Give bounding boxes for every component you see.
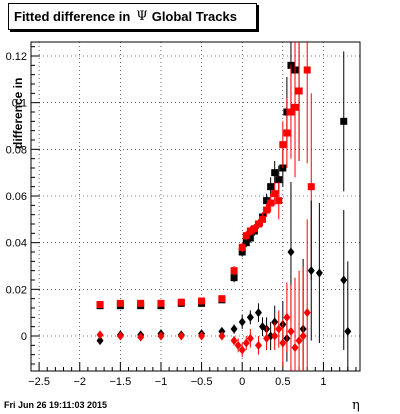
data-point <box>263 333 271 343</box>
series-1 <box>96 42 315 308</box>
data-point <box>242 239 250 247</box>
data-point <box>279 141 287 149</box>
y-tick-label: 0 <box>21 331 27 343</box>
data-point <box>295 336 303 346</box>
data-point <box>259 215 267 223</box>
x-tick-label: −0.5 <box>191 376 213 388</box>
y-axis-label: difference in <box>11 78 25 149</box>
data-point <box>344 326 352 336</box>
x-tick-label: −1.5 <box>109 376 131 388</box>
data-point <box>177 331 185 341</box>
data-point <box>198 331 206 341</box>
data-point <box>291 103 299 111</box>
data-point <box>303 66 311 74</box>
data-point <box>254 220 262 228</box>
chart-title: Fitted difference in Ψ Global Tracks <box>8 3 257 30</box>
data-point <box>157 299 165 307</box>
data-point <box>287 108 295 116</box>
data-point <box>234 340 242 350</box>
data-point <box>340 275 348 285</box>
plot-frame <box>30 41 361 372</box>
x-tick-label: 1 <box>320 376 326 388</box>
data-point <box>275 176 283 184</box>
data-point <box>340 117 348 125</box>
data-point <box>263 197 271 205</box>
data-point <box>271 169 279 177</box>
data-point <box>291 343 299 353</box>
data-point <box>287 247 295 257</box>
data-point <box>279 338 287 348</box>
data-point <box>157 331 165 341</box>
x-tick-label: 0 <box>239 376 245 388</box>
data-point <box>263 206 271 214</box>
title-symbol: Ψ <box>136 9 148 24</box>
data-point <box>96 301 104 308</box>
data-point <box>246 312 254 322</box>
data-point <box>177 298 185 306</box>
data-point <box>299 331 307 341</box>
grid <box>31 42 360 371</box>
data-point <box>271 331 279 341</box>
data-point <box>275 197 283 205</box>
data-point <box>137 299 145 307</box>
data-point <box>267 183 275 191</box>
y-tick-label: 0.02 <box>6 284 27 296</box>
data-point <box>283 312 291 322</box>
data-point <box>238 345 246 355</box>
data-point <box>307 266 315 276</box>
data-point <box>230 324 238 334</box>
y-tick-label: 0.04 <box>6 238 27 250</box>
y-tick-label: 0.12 <box>6 51 27 63</box>
data-point <box>96 330 104 340</box>
data-point <box>246 234 254 242</box>
data-point <box>242 232 250 240</box>
data-point <box>198 297 206 305</box>
x-tick-label: −2.5 <box>28 376 50 388</box>
title-suffix: Global Tracks <box>151 9 237 24</box>
data-point <box>303 308 311 318</box>
data-point <box>218 295 226 303</box>
data-point <box>307 183 315 191</box>
data-point <box>238 317 246 327</box>
data-point <box>96 336 104 346</box>
data-point <box>250 225 258 233</box>
data-point <box>287 326 295 336</box>
data-marks <box>96 42 352 371</box>
data-point <box>242 338 250 348</box>
data-point <box>287 61 295 69</box>
series-3 <box>96 219 311 371</box>
y-tick-label: 0.06 <box>6 191 27 203</box>
axis-ticks: −2.5 −2 −1.5 −1 −0.5 0 0.5 1 0 0.02 0.04 0.06 0.08 0.… <box>6 46 357 388</box>
x-tick-label: −2 <box>73 376 86 388</box>
data-point <box>267 199 275 207</box>
x-tick-label: 0.5 <box>275 376 290 388</box>
data-point <box>230 267 238 275</box>
x-tick-label: −1 <box>155 376 168 388</box>
data-point <box>246 227 254 235</box>
data-point <box>246 333 254 343</box>
data-point <box>230 274 238 282</box>
x-axis-label: η <box>352 398 360 413</box>
data-point <box>271 190 279 198</box>
data-point <box>315 268 323 278</box>
title-prefix: Fitted difference in <box>14 9 131 24</box>
data-point <box>254 308 262 318</box>
series-2 <box>96 182 352 371</box>
data-point <box>254 340 262 350</box>
y-tick-label: 0.1 <box>12 98 27 110</box>
data-point <box>275 324 283 334</box>
data-point <box>238 243 246 251</box>
y-tick-label: 0.08 <box>6 144 27 156</box>
data-point <box>283 129 291 137</box>
data-point <box>116 331 124 341</box>
data-point <box>218 326 226 336</box>
data-point <box>295 87 303 95</box>
data-point <box>218 331 226 341</box>
data-point <box>137 332 145 342</box>
data-point <box>116 299 124 307</box>
data-point <box>230 336 238 346</box>
timestamp: Fri Jun 26 19:11:03 2015 <box>4 400 108 410</box>
